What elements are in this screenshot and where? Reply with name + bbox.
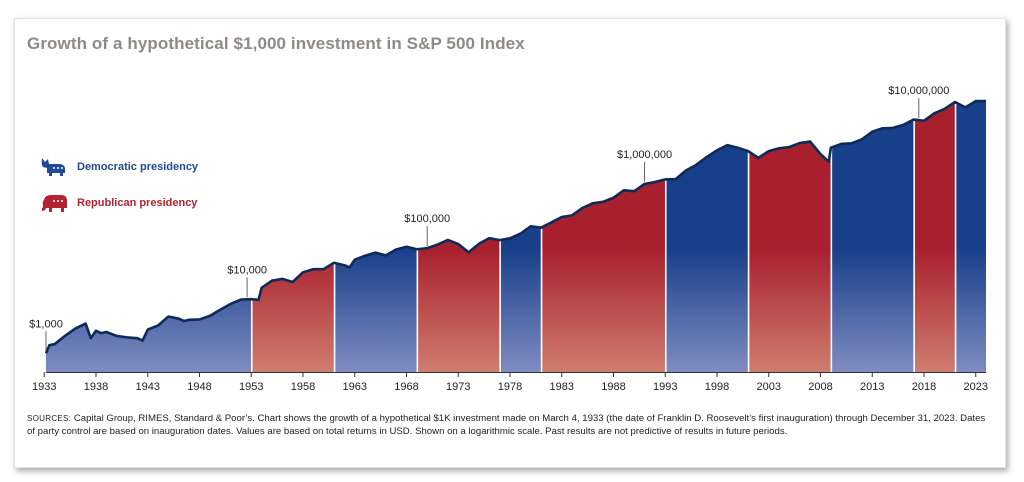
presidency-area-republican-5 (541, 179, 666, 372)
x-tick-label-1973: 1973 (446, 381, 470, 393)
presidency-area-democratic-4 (500, 226, 542, 372)
donkey-icon (41, 158, 65, 176)
legend-item-democratic: Democratic presidency (39, 157, 198, 177)
x-tick-label-1988: 1988 (601, 381, 625, 393)
x-tick-label-1938: 1938 (84, 381, 108, 393)
legend-label-democratic: Democratic presidency (77, 161, 199, 173)
presidency-area-republican-7 (748, 141, 832, 372)
sources-text: Capital Group, RIMES, Standard & Poor’s.… (27, 413, 986, 437)
sources-note: sources: Capital Group, RIMES, Standard … (27, 412, 993, 438)
legend: Democratic presidency Republican preside… (39, 157, 198, 229)
x-tick-label-2018: 2018 (912, 381, 936, 393)
annotation-label-2: $100,000 (404, 213, 450, 225)
presidency-area-republican-3 (417, 238, 501, 372)
x-tick-label-1978: 1978 (498, 381, 522, 393)
annotation-label-4: $10,000,000 (888, 85, 949, 97)
x-tick-label-2023: 2023 (964, 381, 988, 393)
growth-chart: 1933 1938 1943 1948 1953 1958 1963 1968 1973 1978… (29, 85, 988, 393)
x-tick-label-1963: 1963 (343, 381, 367, 393)
presidency-area-democratic-10 (955, 101, 986, 372)
presidency-area-republican-1 (251, 262, 335, 372)
x-tick-label-2008: 2008 (808, 381, 832, 393)
chart-card: Growth of a hypothetical $1,000 investme… (14, 18, 1006, 468)
presidency-area-democratic-0 (46, 299, 252, 372)
x-tick-label-2013: 2013 (860, 381, 884, 393)
legend-label-republican: Republican presidency (77, 197, 198, 209)
x-tick-label-1943: 1943 (135, 381, 159, 393)
x-tick-label-1948: 1948 (187, 381, 211, 393)
sources-lead: sources: (27, 414, 72, 423)
x-tick-label-1998: 1998 (705, 381, 729, 393)
presidency-area-republican-9 (914, 101, 956, 372)
growth-line (44, 99, 986, 354)
annotation-label-3: $1,000,000 (617, 149, 672, 161)
presidency-area-democratic-8 (831, 119, 915, 372)
annotation-label-0: $1,000 (29, 318, 63, 330)
x-tick-label-1958: 1958 (291, 381, 315, 393)
presidency-area-democratic-6 (665, 145, 749, 372)
x-tick-label-1983: 1983 (550, 381, 574, 393)
x-tick-label-1993: 1993 (653, 381, 677, 393)
x-tick-label-1933: 1933 (32, 381, 56, 393)
chart-title: Growth of a hypothetical $1,000 investme… (27, 34, 525, 53)
x-tick-label-1968: 1968 (394, 381, 418, 393)
annotation-label-1: $10,000 (227, 264, 267, 276)
x-tick-label-1953: 1953 (239, 381, 263, 393)
x-tick-label-2003: 2003 (757, 381, 781, 393)
presidency-area-democratic-2 (334, 246, 418, 372)
elephant-icon (42, 195, 67, 212)
legend-item-republican: Republican presidency (39, 193, 198, 213)
